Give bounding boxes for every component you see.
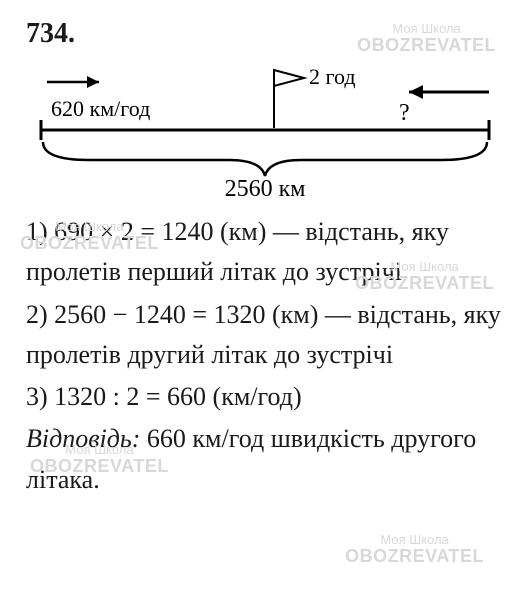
answer-label: Відповідь: [26, 424, 140, 453]
watermark: Моя Школа OBOZREVATEL [345, 533, 484, 567]
speed-left-text: 620 км/год [51, 96, 150, 121]
total-distance-text: 2560 км [225, 176, 306, 200]
solution-step-1: 1) 690 × 2 = 1240 (км) — від­стань, яку … [26, 212, 502, 293]
solution-answer: Відповідь: 660 км/год швид­кість другого… [26, 419, 502, 500]
problem-number: 734. [26, 18, 502, 50]
solution-step-3: 3) 1320 : 2 = 660 (км/год) [26, 377, 502, 417]
solution-block: 1) 690 × 2 = 1240 (км) — від­стань, яку … [26, 212, 502, 500]
time-label-text: 2 год [309, 64, 356, 89]
distance-diagram: 620 км/год 2 год ? 2560 км [29, 60, 499, 200]
solution-step-2: 2) 2560 − 1240 = 1320 (км) — відстань, я… [26, 295, 502, 376]
unknown-text: ? [399, 100, 410, 126]
